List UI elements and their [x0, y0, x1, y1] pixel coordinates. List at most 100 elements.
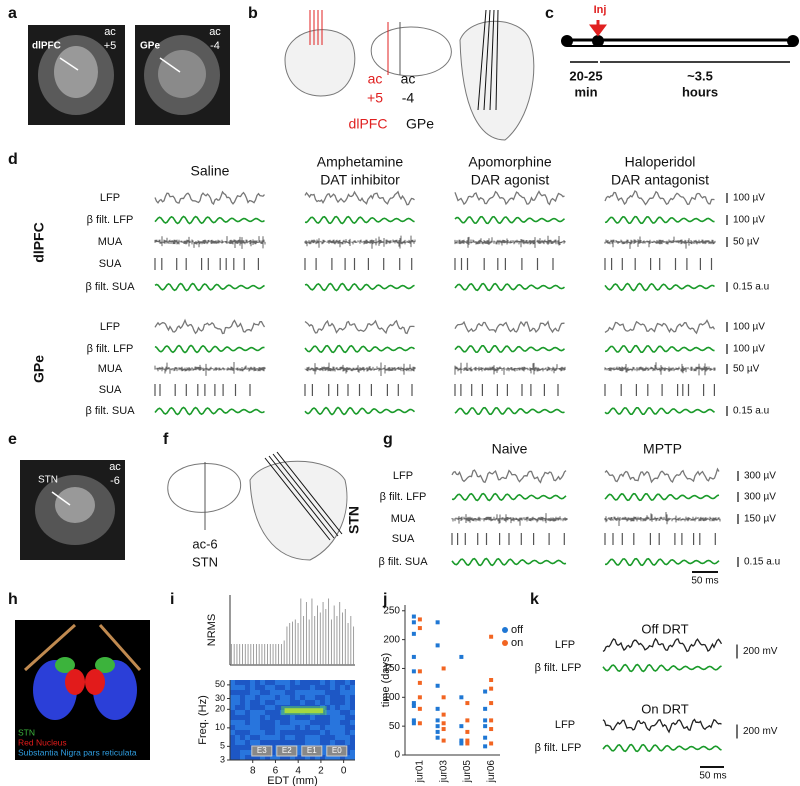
spectrogram-cell	[310, 720, 315, 725]
brain-sketch	[167, 463, 242, 513]
snr	[93, 660, 137, 720]
spectrogram-cell	[300, 695, 305, 700]
bar	[255, 644, 257, 665]
spectrogram-cell	[245, 755, 250, 760]
bar	[319, 612, 321, 665]
bar	[292, 621, 293, 665]
point	[411, 654, 416, 659]
point	[483, 689, 488, 694]
pointer	[51, 491, 71, 506]
trace	[604, 215, 715, 225]
point	[441, 721, 446, 726]
label: 100 µV	[733, 193, 765, 204]
trace	[304, 258, 413, 270]
trace	[604, 533, 716, 545]
bar	[283, 640, 285, 665]
spectrogram-cell	[335, 715, 340, 720]
trace	[454, 258, 554, 270]
spectrogram-cell	[270, 680, 275, 685]
spectrogram-cell	[245, 745, 250, 750]
spectrogram-cell	[285, 695, 290, 700]
timepoint	[561, 35, 573, 47]
spectrogram-cell	[310, 695, 315, 700]
spectrogram-cell	[245, 700, 250, 705]
spectrogram-cell	[250, 730, 255, 735]
bar	[275, 644, 277, 665]
spectrogram-cell	[325, 725, 330, 730]
spectrogram-cell	[295, 700, 300, 705]
spectrogram-cell	[330, 695, 335, 700]
spectrogram-cell	[320, 700, 325, 705]
spectrogram-cell	[285, 700, 290, 705]
spectrogram-cell	[350, 750, 355, 755]
spectrogram-cell	[330, 755, 335, 760]
x-tick-label: 2	[318, 766, 324, 777]
spectrogram-cell	[290, 735, 295, 740]
spectrogram-cell	[260, 685, 265, 690]
point	[411, 718, 416, 723]
trace	[604, 344, 715, 353]
trace	[604, 362, 716, 376]
spectrogram-cell	[265, 705, 270, 710]
y-tick-label: 3	[220, 754, 225, 764]
spectrogram-cell	[270, 710, 275, 715]
spectrogram-cell	[265, 740, 270, 745]
spectrogram-cell	[235, 715, 240, 720]
spectrogram-cell	[320, 690, 325, 695]
trace	[451, 557, 567, 567]
spectrogram-cell	[240, 685, 245, 690]
spectrogram-cell	[290, 730, 295, 735]
spectrogram-cell	[315, 720, 320, 725]
spectrogram-cell	[285, 755, 290, 760]
row-label: MUA	[98, 363, 123, 375]
row-label: SUA	[99, 384, 122, 396]
spectrogram-cell	[245, 705, 250, 710]
bar	[308, 619, 310, 665]
trace	[304, 319, 415, 335]
spectrogram-cell	[250, 715, 255, 720]
trace	[454, 215, 565, 225]
spectrogram-cell	[320, 735, 325, 740]
row-label: SUA	[99, 258, 122, 270]
y-tick-label: 5	[220, 741, 225, 751]
point	[435, 706, 440, 711]
y-tick-label: 30	[215, 693, 225, 703]
spectrogram-cell	[235, 705, 240, 710]
panel-letter: j	[382, 591, 387, 608]
spectrogram-cell	[245, 710, 250, 715]
trace	[454, 406, 565, 416]
spectrogram-cell	[260, 710, 265, 715]
label: 300 µV	[744, 471, 776, 482]
legend-entry: off	[511, 624, 524, 636]
spectrogram-cell	[320, 745, 325, 750]
point	[441, 695, 446, 700]
spectrogram-cell	[310, 725, 315, 730]
label: GPe	[140, 41, 160, 52]
spectrogram-cell	[300, 730, 305, 735]
point	[441, 712, 446, 717]
spectrogram-cell	[235, 680, 240, 685]
legend-entry: Red Nucleus	[18, 737, 67, 747]
trace	[604, 512, 721, 526]
bar	[330, 619, 332, 665]
spectrogram-cell	[340, 720, 345, 725]
label: +5	[104, 40, 117, 52]
spectrogram-cell	[270, 735, 275, 740]
point	[459, 741, 464, 746]
spectrogram-cell	[250, 690, 255, 695]
trace	[304, 235, 416, 249]
spectrogram-cell	[345, 755, 350, 760]
red-nucleus	[65, 669, 85, 695]
spectrogram-cell	[290, 695, 295, 700]
spectrogram-cell	[260, 720, 265, 725]
spectrogram-cell	[340, 695, 345, 700]
spectrogram-cell	[280, 740, 285, 745]
spectrogram-cell	[350, 685, 355, 690]
row-label: LFP	[555, 639, 575, 651]
spectrogram-cell	[265, 725, 270, 730]
bar	[314, 616, 316, 665]
point	[489, 686, 494, 691]
spectrogram-cell	[255, 735, 260, 740]
spectrogram-cell	[265, 735, 270, 740]
spectrogram-cell	[285, 715, 290, 720]
